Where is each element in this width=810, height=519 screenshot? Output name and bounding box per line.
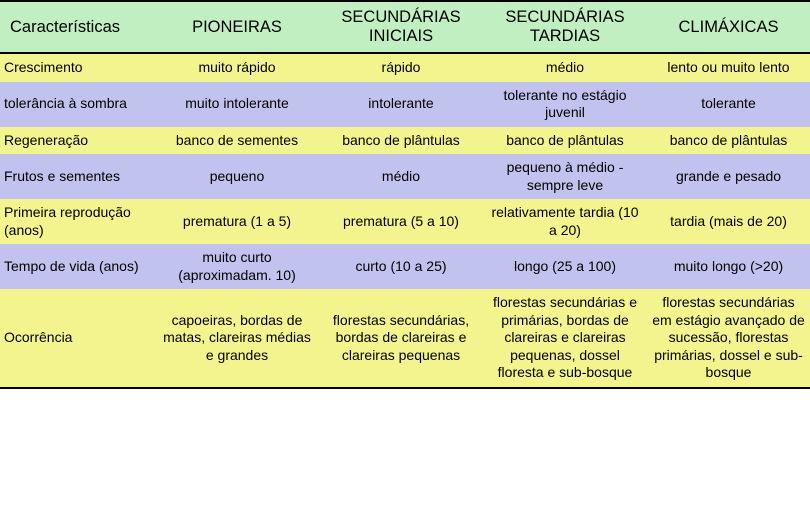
cell: muito rápido bbox=[155, 53, 319, 82]
cell: grande e pesado bbox=[647, 154, 810, 199]
cell: banco de plântulas bbox=[483, 127, 647, 155]
row-label: Ocorrência bbox=[0, 289, 155, 388]
cell: banco de sementes bbox=[155, 127, 319, 155]
cell: médio bbox=[483, 53, 647, 82]
cell: médio bbox=[319, 154, 483, 199]
cell: pequeno bbox=[155, 154, 319, 199]
row-label: Regeneração bbox=[0, 127, 155, 155]
table-row: Regeneração banco de sementes banco de p… bbox=[0, 127, 810, 155]
table-row: Primeira reprodução (anos) prematura (1 … bbox=[0, 199, 810, 244]
cell: muito intolerante bbox=[155, 82, 319, 127]
cell: banco de plântulas bbox=[647, 127, 810, 155]
cell: tolerante no estágio juvenil bbox=[483, 82, 647, 127]
cell: tardia (mais de 20) bbox=[647, 199, 810, 244]
cell: prematura (5 a 10) bbox=[319, 199, 483, 244]
cell: capoeiras, bordas de matas, clareiras mé… bbox=[155, 289, 319, 388]
row-label: Frutos e sementes bbox=[0, 154, 155, 199]
cell: prematura (1 a 5) bbox=[155, 199, 319, 244]
col-header-secundarias-tardias: SECUNDÁRIAS TARDIAS bbox=[483, 1, 647, 53]
row-label: tolerância à sombra bbox=[0, 82, 155, 127]
cell: florestas secundárias, bordas de clareir… bbox=[319, 289, 483, 388]
table-row: Frutos e sementes pequeno médio pequeno … bbox=[0, 154, 810, 199]
col-header-caracteristicas: Características bbox=[0, 1, 155, 53]
row-label: Primeira reprodução (anos) bbox=[0, 199, 155, 244]
cell: tolerante bbox=[647, 82, 810, 127]
cell: pequeno à médio - sempre leve bbox=[483, 154, 647, 199]
col-header-climaxicas: CLIMÁXICAS bbox=[647, 1, 810, 53]
col-header-secundarias-iniciais: SECUNDÁRIAS INICIAIS bbox=[319, 1, 483, 53]
cell: banco de plântulas bbox=[319, 127, 483, 155]
table-header-row: Características PIONEIRAS SECUNDÁRIAS IN… bbox=[0, 1, 810, 53]
cell: lento ou muito lento bbox=[647, 53, 810, 82]
table-row: Crescimento muito rápido rápido médio le… bbox=[0, 53, 810, 82]
table-row: Ocorrência capoeiras, bordas de matas, c… bbox=[0, 289, 810, 388]
succession-table: Características PIONEIRAS SECUNDÁRIAS IN… bbox=[0, 0, 810, 389]
cell: longo (25 a 100) bbox=[483, 244, 647, 289]
table-row: Tempo de vida (anos) muito curto (aproxi… bbox=[0, 244, 810, 289]
table-body: Crescimento muito rápido rápido médio le… bbox=[0, 53, 810, 388]
cell: florestas secundárias e primárias, borda… bbox=[483, 289, 647, 388]
cell: relativamente tardia (10 a 20) bbox=[483, 199, 647, 244]
cell: intolerante bbox=[319, 82, 483, 127]
cell: florestas secundárias em estágio avançad… bbox=[647, 289, 810, 388]
table-row: tolerância à sombra muito intolerante in… bbox=[0, 82, 810, 127]
row-label: Tempo de vida (anos) bbox=[0, 244, 155, 289]
cell: curto (10 a 25) bbox=[319, 244, 483, 289]
cell: rápido bbox=[319, 53, 483, 82]
cell: muito longo (>20) bbox=[647, 244, 810, 289]
cell: muito curto (aproximadam. 10) bbox=[155, 244, 319, 289]
col-header-pioneiras: PIONEIRAS bbox=[155, 1, 319, 53]
row-label: Crescimento bbox=[0, 53, 155, 82]
